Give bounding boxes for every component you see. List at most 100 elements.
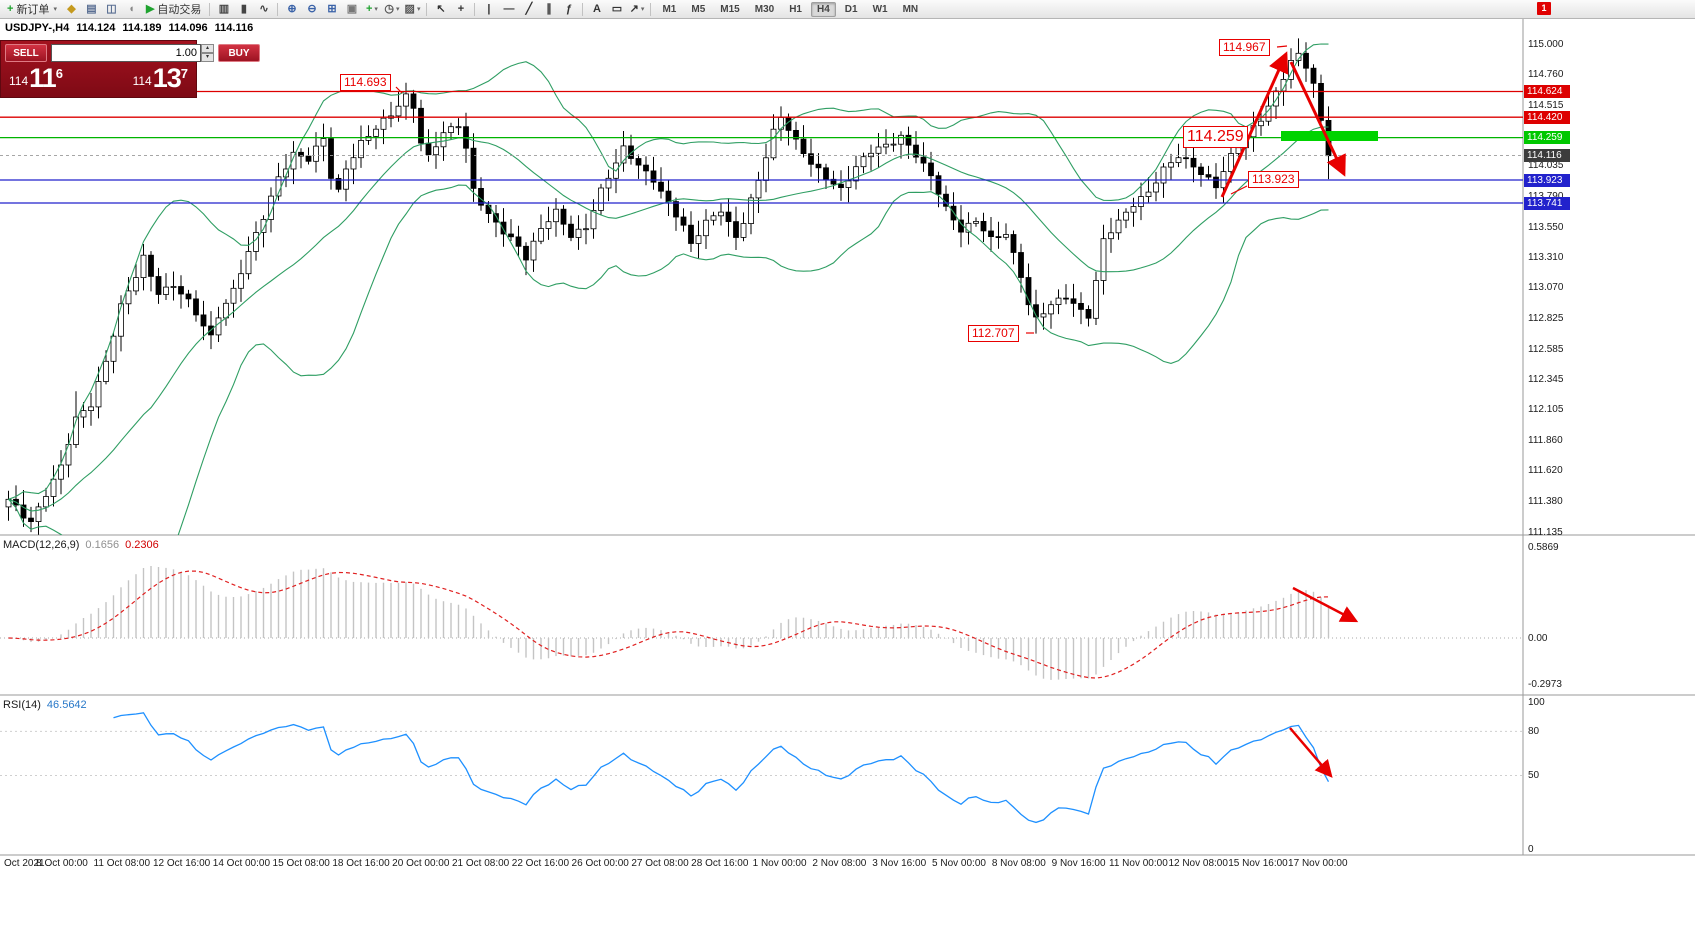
tile-windows-icon-glyph-icon: ⊞ [327, 3, 337, 15]
text-icon-glyph-icon: A [592, 3, 601, 15]
cascade-windows-icon[interactable]: ▣ [342, 1, 361, 17]
chart-profiles-icon[interactable]: ◆ [62, 1, 81, 17]
arrows-icon[interactable]: ↗ ▾ [627, 1, 646, 17]
macd-main-value: 0.1656 [85, 539, 120, 551]
timeframe-button-h1[interactable]: H1 [789, 3, 802, 15]
market-watch-icon[interactable]: ▤ [82, 1, 101, 17]
rsi-axis-label: 80 [1528, 725, 1540, 737]
sell-button[interactable]: SELL [5, 44, 47, 62]
timeframe-button-h4[interactable]: H4 [810, 1, 836, 17]
zoom-in-icon[interactable]: ⊕ [282, 1, 301, 17]
trendline-icon[interactable]: ╱ [519, 1, 538, 17]
volume-spinner: ▴ ▾ [201, 44, 214, 62]
toolbar-separator [474, 2, 476, 16]
volume-decrease-button[interactable]: ▾ [201, 53, 214, 62]
templates-icon[interactable]: ▨ ▾ [403, 1, 423, 17]
sell-price-point: 6 [55, 66, 63, 81]
price-annotation[interactable]: 114.967 [1219, 39, 1270, 56]
time-axis-label: 15 Nov 16:00 [1228, 858, 1288, 869]
fibonacci-icon[interactable]: ƒ [559, 1, 578, 17]
price-annotation[interactable]: 112.707 [968, 325, 1019, 342]
line-chart-icon[interactable]: ∿ [254, 1, 273, 17]
cursor-icon[interactable]: ↖ [431, 1, 450, 17]
timeframe-button-m30[interactable]: M30 [754, 3, 775, 15]
timeframe-button-d1[interactable]: D1 [844, 3, 858, 15]
text-icon[interactable]: A [587, 1, 606, 17]
chart-profiles-icon-glyph-icon: ◆ [67, 3, 76, 15]
tile-windows-icon[interactable]: ⊞ [322, 1, 341, 17]
toolbar: + 新订单 ▾ ◆ ▤ ◫ ◖ ▶ 自动交易 ▥ ▮ ∿ ⊕ ⊖ ⊞ ▣ + ▾ ◷ ▾ ▨ ▾ ↖ + | ― ╱ ∥ ƒ A ▭ ↗ ▾ M1… [0, 0, 1695, 19]
time-axis-label: 28 Oct 16:00 [691, 858, 749, 869]
toolbar-separator [650, 2, 652, 16]
vertical-line-icon[interactable]: | [479, 1, 498, 17]
timeframe-button-w1[interactable]: W1 [872, 3, 888, 15]
time-axis-label: 1 Nov 00:00 [752, 858, 807, 869]
sell-price-display: 114 11 6 [9, 64, 63, 93]
price-axis-label: 114.035 [1528, 160, 1564, 172]
sound-icon[interactable]: ◖ [122, 1, 141, 17]
price-axis-label: 115.000 [1528, 38, 1564, 50]
price-axis-label: 111.860 [1528, 435, 1563, 446]
price-annotation[interactable]: 113.923 [1248, 171, 1299, 188]
auto-trading-button[interactable]: ▶ 自动交易 [142, 1, 205, 17]
timeframe-button-m5[interactable]: M5 [691, 3, 706, 15]
text-label-icon-glyph-icon: ▭ [611, 3, 623, 15]
time-axis-label: 15 Oct 08:00 [272, 858, 330, 869]
indicators-icon[interactable]: + ▾ [362, 1, 381, 17]
macd-label: MACD(12,26,9) 0.1656 0.2306 [3, 539, 159, 551]
price-annotation[interactable]: 114.259 [1183, 126, 1248, 148]
price-tag: 113.923 [1524, 173, 1570, 187]
price-tag: 114.116 [1524, 149, 1570, 163]
horizontal-line-icon[interactable]: ― [499, 1, 518, 17]
volume-input[interactable] [51, 44, 201, 62]
impulse-down-arrow[interactable] [1289, 61, 1346, 177]
auto-trading-button-label: 自动交易 [157, 4, 202, 16]
data-window-icon[interactable]: ◫ [102, 1, 121, 17]
toolbar-separator [426, 2, 428, 16]
zoom-in-icon-glyph-icon: ⊕ [287, 3, 297, 15]
periods-icon[interactable]: ◷ ▾ [382, 1, 401, 17]
trendline-icon-glyph-icon: ╱ [525, 3, 533, 15]
price-axis-label: 111.135 [1528, 526, 1563, 538]
zoom-out-icon[interactable]: ⊖ [302, 1, 321, 17]
equidistant-channel-icon[interactable]: ∥ [539, 1, 558, 17]
time-axis-label: 5 Nov 00:00 [932, 858, 986, 869]
timeframe-button-m1[interactable]: M1 [662, 3, 677, 15]
price-axis-label: 113.070 [1528, 282, 1564, 294]
ohlc-close: 114.116 [214, 22, 254, 34]
rsi-axis-label: 50 [1528, 770, 1540, 781]
fibonacci-icon-glyph-icon: ƒ [565, 3, 573, 15]
time-axis-label: 11 Oct 08:00 [93, 858, 151, 869]
buy-price-pips: 13 [152, 63, 182, 93]
dropdown-caret-icon: ▾ [374, 6, 378, 13]
timeframe-button-m15[interactable]: M15 [720, 3, 740, 15]
sound-icon-glyph-icon: ◖ [128, 3, 135, 15]
toolbar-separator [582, 2, 584, 16]
impulse-up-arrow[interactable] [1220, 51, 1289, 198]
buy-price-point: 7 [180, 66, 188, 81]
macd-down-arrow[interactable] [1292, 586, 1359, 623]
templates-icon-glyph-icon: ▨ [404, 3, 415, 15]
sell-price-figure: 114 [9, 74, 29, 88]
rsi-down-arrow[interactable] [1289, 727, 1333, 778]
timeframe-button-mn[interactable]: MN [902, 3, 919, 15]
price-axis-label: 112.825 [1528, 313, 1564, 325]
data-window-icon-glyph-icon: ◫ [106, 3, 117, 15]
buy-button[interactable]: BUY [218, 44, 260, 62]
text-label-icon[interactable]: ▭ [607, 1, 626, 17]
price-axis-label: 112.585 [1528, 343, 1564, 355]
symbol-period-label: USDJPY-,H4 [5, 22, 70, 34]
new-order-button[interactable]: + 新订单 ▾ [3, 1, 61, 17]
market-watch-icon-glyph-icon: ▤ [86, 3, 97, 15]
volume-increase-button[interactable]: ▴ [201, 44, 214, 53]
cascade-windows-icon-glyph-icon: ▣ [346, 3, 358, 15]
time-axis-label: 18 Oct 16:00 [332, 858, 390, 869]
candlestick-chart-icon[interactable]: ▮ [234, 1, 253, 17]
time-axis-label: 9 Nov 16:00 [1051, 858, 1106, 869]
notification-badge[interactable]: 1 [1537, 2, 1551, 15]
crosshair-icon[interactable]: + [451, 1, 470, 17]
toolbar-separator [277, 2, 279, 16]
bar-chart-icon[interactable]: ▥ [214, 1, 233, 17]
price-annotation[interactable]: 114.693 [340, 74, 391, 91]
